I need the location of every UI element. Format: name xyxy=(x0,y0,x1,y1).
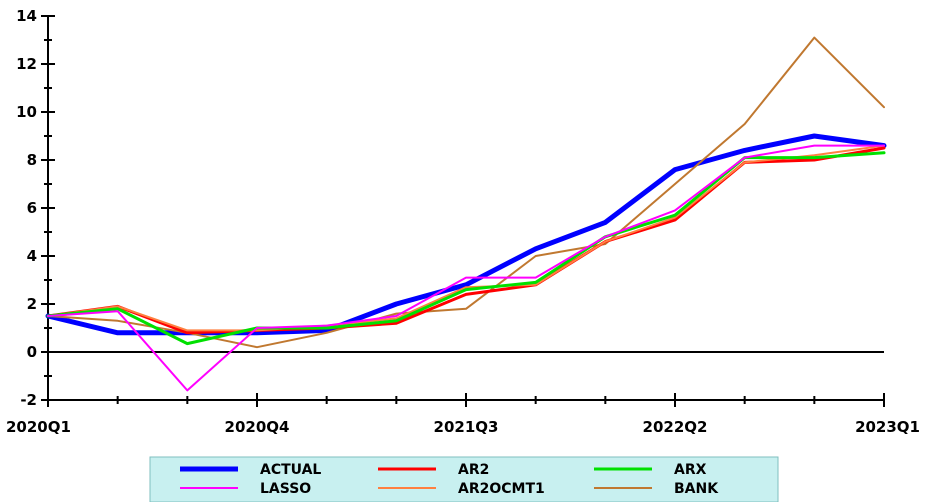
series-line-arx xyxy=(46,151,886,346)
x-tick-label: 2021Q3 xyxy=(434,418,499,436)
x-tick-label: 2023Q1 xyxy=(855,418,920,436)
series-layer xyxy=(45,36,887,392)
legend-label-actual: ACTUAL xyxy=(260,462,321,478)
series-line-bank xyxy=(47,36,885,349)
x-tick-label: 2022Q2 xyxy=(643,418,708,436)
legend-label-bank: BANK xyxy=(674,481,719,497)
y-tick-label: 14 xyxy=(16,7,37,25)
legend: ACTUAL AR2 ARX LASSO AR2OCMT1 BANK xyxy=(149,456,779,502)
x-tick-label: 2020Q1 xyxy=(6,418,71,436)
legend-label-ar2: AR2 xyxy=(458,462,489,478)
legend-label-arx: ARX xyxy=(674,462,707,478)
axes-layer xyxy=(41,15,885,407)
y-tick-label: 2 xyxy=(27,295,37,313)
legend-box xyxy=(149,456,779,502)
y-tick-label: 6 xyxy=(27,199,37,217)
series-line-actual xyxy=(45,133,887,336)
series-line-ar2ocmt1 xyxy=(47,144,885,332)
series-line-lasso xyxy=(47,144,885,392)
tick-label-layer: -2 0 2 4 6 8 10 12 14 2020Q1 2020Q4 2021Q3 2022Q2 202… xyxy=(6,7,920,436)
y-tick-label: 10 xyxy=(16,103,37,121)
y-tick-label: 8 xyxy=(27,151,37,169)
y-tick-label: 0 xyxy=(27,343,37,361)
y-tick-label: 12 xyxy=(16,55,37,73)
series-line-ar2 xyxy=(46,146,886,335)
legend-label-ar2ocmt1: AR2OCMT1 xyxy=(458,481,545,497)
x-tick-label: 2020Q4 xyxy=(225,418,290,436)
legend-label-lasso: LASSO xyxy=(260,481,311,497)
y-tick-label: -2 xyxy=(20,391,37,409)
y-tick-label: 4 xyxy=(27,247,37,265)
